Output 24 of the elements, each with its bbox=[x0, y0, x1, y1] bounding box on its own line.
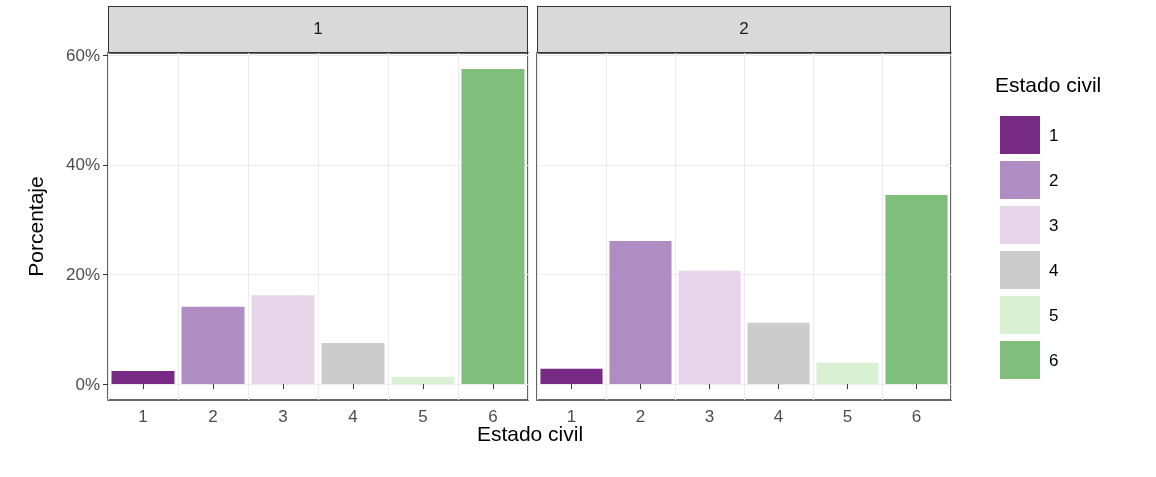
legend-label: 2 bbox=[1049, 170, 1059, 190]
legend-title: Estado civil bbox=[995, 73, 1102, 97]
legend-label: 1 bbox=[1049, 125, 1059, 145]
legend-label: 6 bbox=[1049, 350, 1059, 370]
chart-title: 2 bbox=[537, 6, 951, 53]
x-tick-label: 6 bbox=[911, 407, 922, 426]
y-tick-label: 60% bbox=[65, 45, 100, 65]
x-tick-label: 1 bbox=[138, 407, 148, 426]
x-tick-label: 4 bbox=[348, 407, 358, 426]
legend-label: 4 bbox=[1049, 260, 1059, 280]
x-tick-label: 4 bbox=[773, 407, 784, 426]
x-tick-label: 3 bbox=[278, 407, 288, 426]
legend-label: 3 bbox=[1049, 215, 1059, 235]
x-tick-label: 3 bbox=[704, 407, 715, 426]
y-tick-label: 0% bbox=[75, 374, 100, 394]
y-tick-label: 40% bbox=[65, 155, 100, 175]
chart-title: 1 bbox=[108, 6, 528, 53]
x-tick-label: 2 bbox=[635, 407, 646, 426]
legend-label: 5 bbox=[1049, 305, 1059, 325]
y-tick-label: 20% bbox=[65, 264, 100, 284]
x-tick-label: 5 bbox=[418, 407, 428, 426]
x-tick-label: 5 bbox=[842, 407, 853, 426]
x-tick-label: 2 bbox=[208, 407, 218, 426]
y-axis-title: Porcentaje bbox=[24, 176, 47, 277]
